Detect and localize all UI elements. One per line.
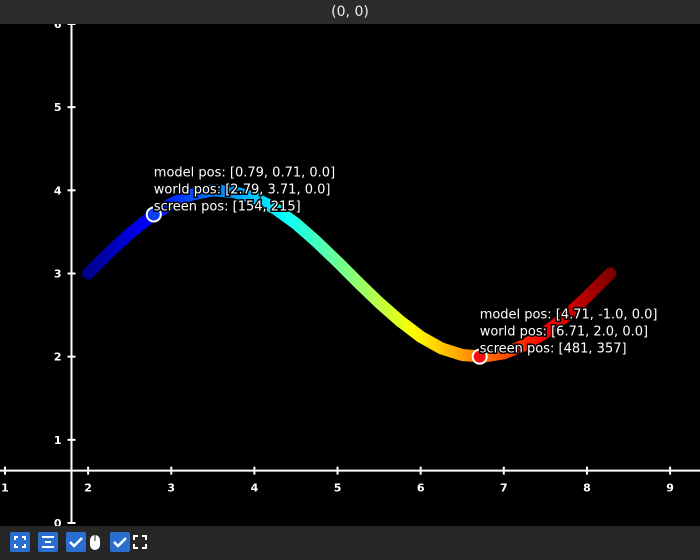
x-tick-label: 4	[251, 482, 259, 495]
marker	[145, 206, 162, 223]
y-tick-label: 1	[54, 434, 62, 447]
annotation: world pos: [6.71, 2.0, 0.0]	[480, 325, 648, 340]
x-tick-label: 2	[84, 482, 92, 495]
annotation: screen pos: [154, 215]	[154, 199, 301, 214]
annotation: world pos: [2.79, 3.71, 0.0]	[154, 182, 331, 197]
x-tick-label: 9	[666, 482, 674, 495]
y-tick-label: 6	[54, 24, 62, 31]
x-tick-label: 3	[167, 482, 175, 495]
x-tick-label: 8	[583, 482, 591, 495]
checkbox-mouse[interactable]	[66, 532, 86, 552]
chart: 1 2 3 4 5 6 7 8 9 0 1 2 3 4 5 6 model pos: [0.79, 0.71, …	[0, 24, 700, 526]
y-tick-label: 5	[54, 101, 62, 114]
annotation: model pos: [0.79, 0.71, 0.0]	[154, 165, 335, 180]
reset-button[interactable]	[10, 532, 30, 552]
fullscreen-icon[interactable]	[133, 535, 147, 549]
window-title: (0, 0)	[0, 0, 700, 24]
marker	[471, 348, 488, 365]
y-tick-label: 0	[54, 517, 62, 526]
x-tick-label: 7	[500, 482, 508, 495]
x-tick-label: 5	[334, 482, 342, 495]
x-tick-label: 6	[417, 482, 425, 495]
line	[82, 184, 617, 363]
y-tick-label: 2	[54, 351, 62, 364]
annotation: model pos: [4.71, -1.0, 0.0]	[480, 308, 658, 323]
annotation: screen pos: [481, 357]	[480, 342, 627, 357]
checkbox-zoom[interactable]	[110, 532, 130, 552]
x-tick-label: 1	[1, 482, 9, 495]
toolbar	[0, 526, 700, 560]
center-button[interactable]	[38, 532, 58, 552]
mouse-icon	[90, 535, 100, 550]
y-tick-label: 4	[54, 184, 62, 197]
y-tick-label: 3	[54, 268, 62, 281]
